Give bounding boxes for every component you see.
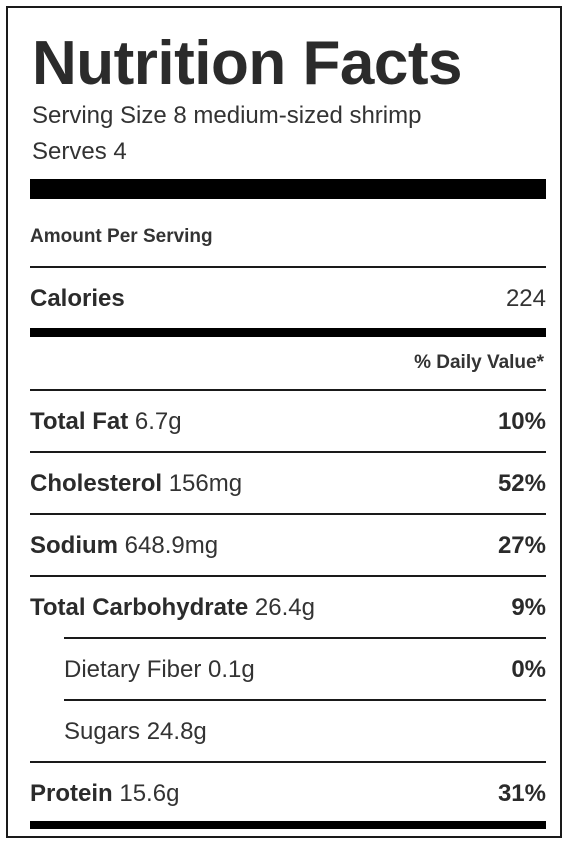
thick-divider [30, 179, 546, 199]
medium-divider [30, 328, 546, 337]
nutrient-daily-value: 0% [511, 656, 546, 683]
nutrient-amount: 156mg [168, 470, 243, 497]
divider [30, 451, 546, 453]
nutrient-row-total-carbohydrate: Total Carbohydrate 26.4g 9% [30, 578, 546, 638]
nutrient-daily-value: 27% [497, 532, 546, 559]
divider [30, 513, 546, 515]
nutrient-name: Total Fat [30, 408, 129, 435]
bottom-divider [30, 821, 546, 829]
nutrient-name: Sugars 24.8g [64, 718, 207, 745]
nutrient-row-protein: Protein 15.6g 31% [30, 764, 546, 824]
divider [30, 575, 546, 577]
divider [30, 266, 546, 268]
nutrient-name: Dietary Fiber 0.1g [64, 656, 255, 683]
nutrient-row-cholesterol: Cholesterol 156mg 52% [30, 454, 546, 514]
nutrient-amount: 15.6g [119, 780, 180, 807]
nutrient-amount: 26.4g [254, 594, 315, 621]
nutrient-amount: 648.9mg [124, 532, 219, 559]
nutrient-amount: 6.7g [134, 408, 182, 435]
calories-value: 224 [505, 285, 546, 312]
nutrient-name: Cholesterol [30, 470, 163, 497]
divider [30, 761, 546, 763]
nutrient-name: Total Carbohydrate [30, 594, 249, 621]
calories-row: Calories 224 [30, 269, 546, 329]
servings-count: Serves 4 [32, 138, 127, 165]
nutrient-name: Protein [30, 780, 113, 807]
divider [30, 389, 546, 391]
serving-size: Serving Size 8 medium-sized shrimp [32, 102, 422, 129]
nutrient-daily-value: 52% [497, 470, 546, 497]
nutrient-row-dietary-fiber: Dietary Fiber 0.1g 0% [64, 640, 546, 700]
nutrient-row-sodium: Sodium 648.9mg 27% [30, 516, 546, 576]
divider [64, 699, 546, 701]
nutrient-name: Sodium [30, 532, 118, 559]
nutrient-daily-value: 31% [497, 780, 546, 807]
label-title: Nutrition Facts [32, 29, 462, 98]
nutrient-daily-value: 9% [511, 594, 546, 621]
nutrient-row-sugars: Sugars 24.8g [64, 702, 546, 762]
amount-per-serving: Amount Per Serving [30, 226, 213, 247]
divider [64, 637, 546, 639]
daily-value-header: % Daily Value* [414, 352, 544, 373]
nutrition-label: Nutrition Facts Serving Size 8 medium-si… [6, 6, 562, 838]
nutrient-row-total-fat: Total Fat 6.7g 10% [30, 392, 546, 452]
calories-label: Calories [30, 285, 125, 312]
nutrient-daily-value: 10% [497, 408, 546, 435]
